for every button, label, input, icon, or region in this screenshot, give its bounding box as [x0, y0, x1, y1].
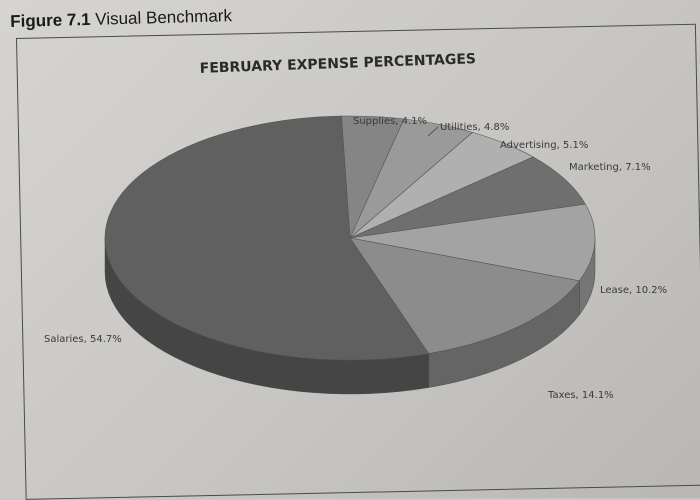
- slice-label-utilities: Utilities, 4.8%: [440, 122, 509, 133]
- slice-label-advertising: Advertising, 5.1%: [500, 140, 588, 151]
- chart-title: FEBRUARY EXPENSE PERCENTAGES: [199, 51, 476, 77]
- slice-label-supplies: Supplies, 4.1%: [353, 116, 427, 127]
- pie-slice-salaries: [104, 115, 430, 361]
- pie-slice-marketing: [349, 156, 586, 239]
- pie-slices: [104, 115, 596, 361]
- leader-line: [427, 126, 439, 137]
- slice-label-lease: Lease, 10.2%: [600, 285, 667, 296]
- pie-slice-taxes: [349, 237, 580, 354]
- pie-slice-lease: [349, 203, 596, 282]
- slice-label-marketing: Marketing, 7.1%: [569, 162, 651, 173]
- slice-label-taxes: Taxes, 14.1%: [547, 390, 614, 401]
- slice-label-salaries: Salaries, 54.7%: [44, 334, 122, 345]
- pie-labels: Supplies, 4.1% Utilities, 4.8% Advertising…: [44, 116, 667, 401]
